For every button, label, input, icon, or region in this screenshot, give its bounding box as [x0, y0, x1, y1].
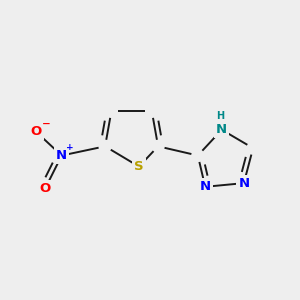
- Text: N: N: [216, 123, 227, 136]
- Text: N: N: [56, 149, 67, 162]
- Text: N: N: [200, 180, 211, 193]
- Text: −: −: [42, 118, 51, 128]
- Text: H: H: [216, 111, 224, 121]
- Text: +: +: [66, 143, 74, 152]
- Text: S: S: [134, 160, 144, 173]
- Text: O: O: [30, 125, 41, 138]
- Text: N: N: [238, 177, 249, 190]
- Text: O: O: [40, 182, 51, 195]
